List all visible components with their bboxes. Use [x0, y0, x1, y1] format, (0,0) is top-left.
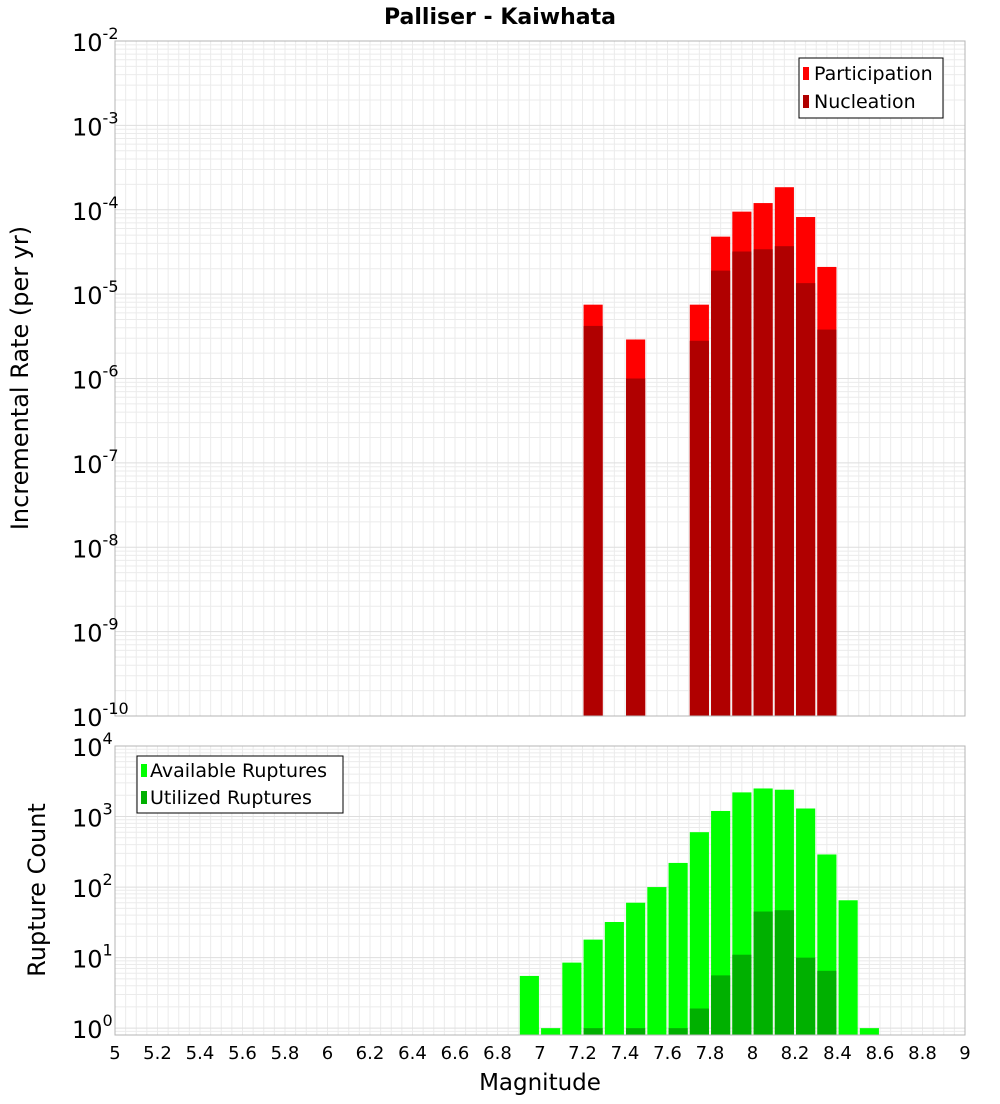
top-bar-s1 [774, 246, 794, 716]
top-legend: Participation Nucleation [798, 57, 944, 119]
x-tick-label: 7.4 [611, 1043, 640, 1064]
top-bars [583, 187, 837, 716]
legend-label-nucleation: Nucleation [814, 91, 916, 113]
bottom-bars [519, 788, 879, 1035]
top-y-tick-label: 10-6 [72, 362, 119, 395]
x-tick-label: 7 [534, 1043, 545, 1064]
bottom-bar-s0 [668, 862, 688, 1035]
x-tick-labels: 5 5.2 5.4 5.6 5.8 6 6.2 6.4 6.6 6.8 7 7.2 7.4 7.6 7.8 8… [109, 1043, 970, 1064]
bottom-bar-s0 [647, 887, 667, 1035]
top-bar-s1 [711, 270, 731, 716]
legend-label-participation: Participation [814, 63, 933, 85]
top-plot-frame [114, 40, 966, 717]
x-tick-label: 7.2 [568, 1043, 597, 1064]
bottom-y-tick-label: 103 [72, 800, 113, 833]
bottom-bar-s1 [774, 910, 794, 1035]
x-tick-label: 5.2 [143, 1043, 172, 1064]
top-y-tick-label: 10-4 [72, 193, 119, 226]
bottom-bar-s1 [817, 970, 837, 1035]
x-tick-label: 5.8 [271, 1043, 300, 1064]
x-tick-label: 8.6 [866, 1043, 895, 1064]
top-y-tick-label: 10-5 [72, 277, 119, 310]
bottom-panel: 104 103 102 101 100 Rupture Count Available … [23, 729, 966, 1044]
top-y-tick-label: 10-9 [72, 615, 119, 648]
x-tick-label: 5.6 [228, 1043, 257, 1064]
top-bar-s1 [796, 283, 816, 716]
bottom-bar-s1 [668, 1028, 688, 1035]
bottom-bar-s1 [711, 975, 731, 1035]
bottom-y-axis-label: Rupture Count [23, 803, 51, 977]
top-bar-s1 [732, 251, 752, 716]
bottom-bar-s0 [689, 832, 709, 1035]
x-tick-label: 8 [747, 1043, 758, 1064]
legend-swatch-nucleation [803, 95, 809, 108]
bottom-bar-s1 [626, 1028, 646, 1035]
bottom-bar-s1 [732, 954, 752, 1035]
top-y-tick-label: 10-2 [72, 24, 119, 57]
bottom-legend-box [136, 755, 344, 814]
chart-title: Palliser - Kaiwhata [384, 5, 616, 30]
top-panel: 10-2 10-3 10-4 10-5 10-6 10-7 10-8 10-9 10-10 In… [6, 24, 966, 732]
bottom-bar-s0 [838, 900, 858, 1035]
top-y-tick-label: 10-3 [72, 108, 119, 141]
x-tick-label: 9 [959, 1043, 970, 1064]
bottom-y-tick-label: 100 [72, 1011, 113, 1044]
top-y-tick-label: 10-7 [72, 446, 119, 479]
x-tick-label: 6.2 [356, 1043, 385, 1064]
bottom-bar-s1 [689, 1008, 709, 1035]
x-tick-label: 7.8 [696, 1043, 725, 1064]
bottom-bar-s1 [796, 957, 816, 1035]
top-bar-s1 [583, 325, 603, 716]
legend-swatch-utilized [141, 791, 147, 804]
x-tick-label: 8.2 [781, 1043, 810, 1064]
x-tick-label: 6.6 [441, 1043, 470, 1064]
bottom-bar-s0 [859, 1028, 879, 1035]
bottom-y-tick-labels: 104 103 102 101 100 [72, 729, 113, 1044]
bottom-bar-s0 [519, 975, 539, 1035]
x-axis-label: Magnitude [479, 1070, 601, 1096]
bottom-y-tick-label: 101 [72, 941, 113, 974]
legend-label-utilized: Utilized Ruptures [150, 787, 312, 809]
bottom-bar-s1 [753, 911, 773, 1035]
legend-label-available: Available Ruptures [150, 760, 327, 782]
top-bar-s1 [626, 378, 646, 716]
x-tick-label: 8.8 [908, 1043, 937, 1064]
bottom-y-tick-label: 104 [72, 729, 113, 762]
bottom-bar-s1 [583, 1028, 603, 1035]
x-tick-label: 6 [322, 1043, 333, 1064]
top-grid [114, 40, 966, 717]
x-tick-label: 7.6 [653, 1043, 682, 1064]
top-y-tick-labels: 10-2 10-3 10-4 10-5 10-6 10-7 10-8 10-9 10-10 [72, 24, 129, 732]
legend-swatch-participation [803, 67, 809, 80]
top-y-tick-label: 10-10 [72, 699, 129, 732]
bottom-legend: Available Ruptures Utilized Ruptures [136, 755, 344, 814]
top-legend-box [798, 57, 944, 119]
bottom-y-tick-label: 102 [72, 870, 113, 903]
top-bar-s1 [689, 340, 709, 716]
top-bar-s1 [753, 249, 773, 716]
bottom-bar-s0 [604, 921, 624, 1035]
x-tick-label: 5 [109, 1043, 120, 1064]
x-tick-label: 8.4 [823, 1043, 852, 1064]
bottom-bar-s0 [562, 962, 582, 1035]
bottom-plot-frame [114, 745, 966, 1036]
bottom-bar-s0 [541, 1028, 561, 1035]
top-y-tick-label: 10-8 [72, 530, 119, 563]
bottom-bar-s0 [583, 939, 603, 1035]
top-y-axis-label: Incremental Rate (per yr) [6, 226, 34, 530]
legend-swatch-available [141, 764, 147, 777]
x-tick-label: 5.4 [186, 1043, 215, 1064]
x-tick-label: 6.8 [483, 1043, 512, 1064]
top-bar-s1 [817, 329, 837, 716]
bottom-bar-s0 [626, 902, 646, 1035]
x-tick-label: 6.4 [398, 1043, 427, 1064]
